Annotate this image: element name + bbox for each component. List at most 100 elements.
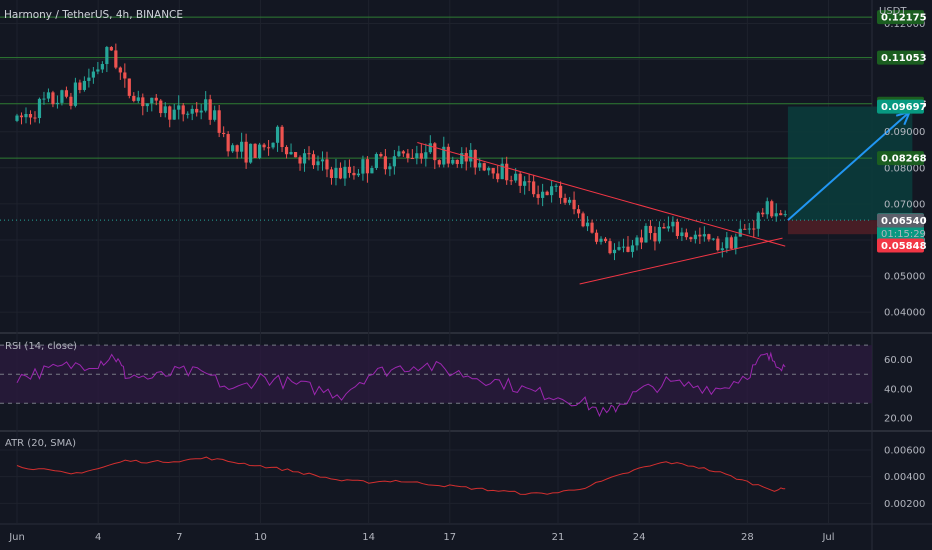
candle-down xyxy=(311,154,316,166)
candle-down xyxy=(464,153,468,162)
candle-down xyxy=(590,222,594,233)
candle-down xyxy=(181,105,185,115)
candle-down xyxy=(410,158,414,160)
candle-up xyxy=(523,181,527,186)
horizontal-levels xyxy=(0,16,872,221)
candle-up xyxy=(145,103,149,107)
rsi-line xyxy=(16,351,786,418)
candle-down xyxy=(51,92,55,105)
candle-down xyxy=(752,228,756,230)
candle-down xyxy=(527,181,531,183)
candle-down xyxy=(437,160,441,165)
time-tick-label: 7 xyxy=(176,532,182,543)
price-tick-label: 0.12000 xyxy=(884,19,925,30)
candle-up xyxy=(478,163,482,168)
candle-up xyxy=(190,108,194,114)
candle-up xyxy=(734,236,738,249)
rsi-tick-label: 60.00 xyxy=(884,355,913,366)
gridlines xyxy=(0,0,872,524)
candle-down xyxy=(64,90,69,97)
candle-down xyxy=(707,234,711,240)
candle-up xyxy=(469,149,473,162)
candle-down xyxy=(329,169,334,178)
candle-down xyxy=(123,72,127,79)
candle-up xyxy=(500,163,504,180)
candle-up xyxy=(186,113,190,115)
price-marker-tag xyxy=(877,213,924,228)
candle-down xyxy=(217,110,221,133)
candle-up xyxy=(24,113,28,118)
candle-down xyxy=(684,232,688,238)
candle-down xyxy=(662,226,666,229)
candle-up xyxy=(37,98,42,119)
candle-down xyxy=(653,233,657,242)
candle-down xyxy=(132,95,136,101)
candle-up xyxy=(424,152,428,159)
candle-down xyxy=(689,237,693,240)
candle-up xyxy=(289,152,293,155)
candle-up xyxy=(585,222,590,227)
candle-up xyxy=(320,159,325,162)
candle-up xyxy=(172,109,176,120)
candle-down xyxy=(608,241,612,254)
projection-arrow xyxy=(787,111,911,221)
candle-down xyxy=(222,132,226,135)
candle-up xyxy=(15,115,19,121)
candle-up xyxy=(783,214,787,216)
candlesticks[interactable] xyxy=(15,43,787,261)
price-axis[interactable]: 0.040000.050000.060000.070000.080000.090… xyxy=(877,10,927,510)
candle-up xyxy=(541,191,545,198)
candle-down xyxy=(576,209,581,214)
candle-up xyxy=(87,77,91,81)
candle-down xyxy=(280,126,284,148)
level-label: 0.08268 xyxy=(881,154,927,165)
time-tick-label: 17 xyxy=(443,532,456,543)
candle-up xyxy=(231,145,235,152)
candle-up xyxy=(91,71,95,78)
price-tick-label: 0.08000 xyxy=(884,163,925,174)
candle-down xyxy=(648,225,653,234)
candle-down xyxy=(78,82,82,90)
candle-up xyxy=(635,237,639,246)
atr-tick-label: 0.00400 xyxy=(884,472,925,483)
candle-down xyxy=(419,153,423,159)
candle-down xyxy=(572,199,576,210)
candle-up xyxy=(451,159,455,164)
candle-up xyxy=(271,142,275,148)
candle-down xyxy=(761,212,765,215)
candle-down xyxy=(532,181,536,195)
candle-up xyxy=(42,98,46,100)
time-axis[interactable]: Jun47101417212428Jul5 xyxy=(8,532,932,543)
candle-up xyxy=(702,234,706,237)
candle-up xyxy=(612,249,617,254)
candle-down xyxy=(505,163,509,181)
candle-up xyxy=(361,159,365,174)
level-label: 0.12175 xyxy=(881,13,927,24)
candle-down xyxy=(536,194,540,198)
candle-up xyxy=(55,102,60,105)
candle-down xyxy=(226,134,230,152)
candle-up xyxy=(136,97,140,101)
atr-pane[interactable] xyxy=(16,456,786,495)
candle-down xyxy=(195,108,199,113)
time-tick-label: 28 xyxy=(741,532,754,543)
price-marker-tag xyxy=(877,238,924,253)
candle-down xyxy=(338,167,343,179)
candle-down xyxy=(69,96,73,106)
candle-down xyxy=(114,50,118,68)
price-tick-label: 0.04000 xyxy=(884,308,925,319)
candle-up xyxy=(747,228,751,230)
price-tick-label: 0.09000 xyxy=(884,127,925,138)
candle-up xyxy=(644,225,648,243)
trendlines[interactable] xyxy=(417,110,912,285)
candle-up xyxy=(199,110,203,113)
candle-down xyxy=(266,147,271,149)
candle-down xyxy=(159,100,163,114)
candle-down xyxy=(401,151,405,154)
rsi-pane[interactable] xyxy=(0,344,872,418)
candle-up xyxy=(720,248,724,251)
candle-up xyxy=(621,246,626,248)
candle-down xyxy=(33,117,37,119)
